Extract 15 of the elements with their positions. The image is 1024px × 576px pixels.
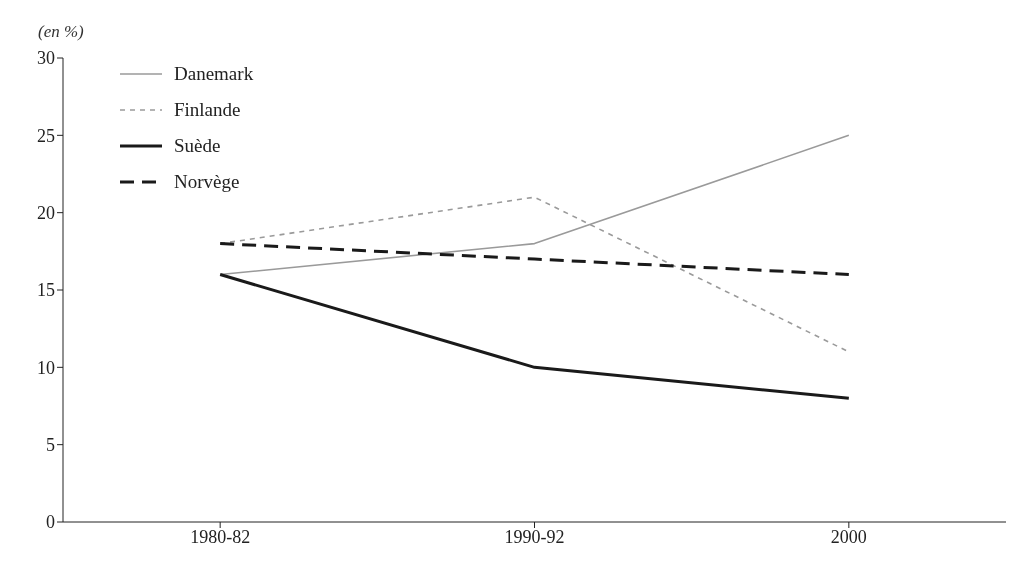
y-tick-label: 30 [37,48,55,69]
y-tick-label: 5 [46,435,55,456]
x-tick-label: 2000 [830,526,867,547]
y-tick-label: 15 [37,280,55,301]
x-tick-label: 1980-82 [190,526,251,547]
legend-label: Danemark [174,63,254,85]
y-axis-title: (en %) [38,22,84,42]
legend-label: Norvège [174,171,240,193]
legend-label: Finlande [174,99,241,121]
legend-label: Suède [174,135,221,157]
y-tick-label: 10 [37,357,55,378]
y-tick-label: 0 [46,512,55,533]
y-tick-label: 25 [37,125,55,146]
y-tick-label: 20 [37,203,55,224]
x-tick-label: 1990-92 [504,526,565,547]
